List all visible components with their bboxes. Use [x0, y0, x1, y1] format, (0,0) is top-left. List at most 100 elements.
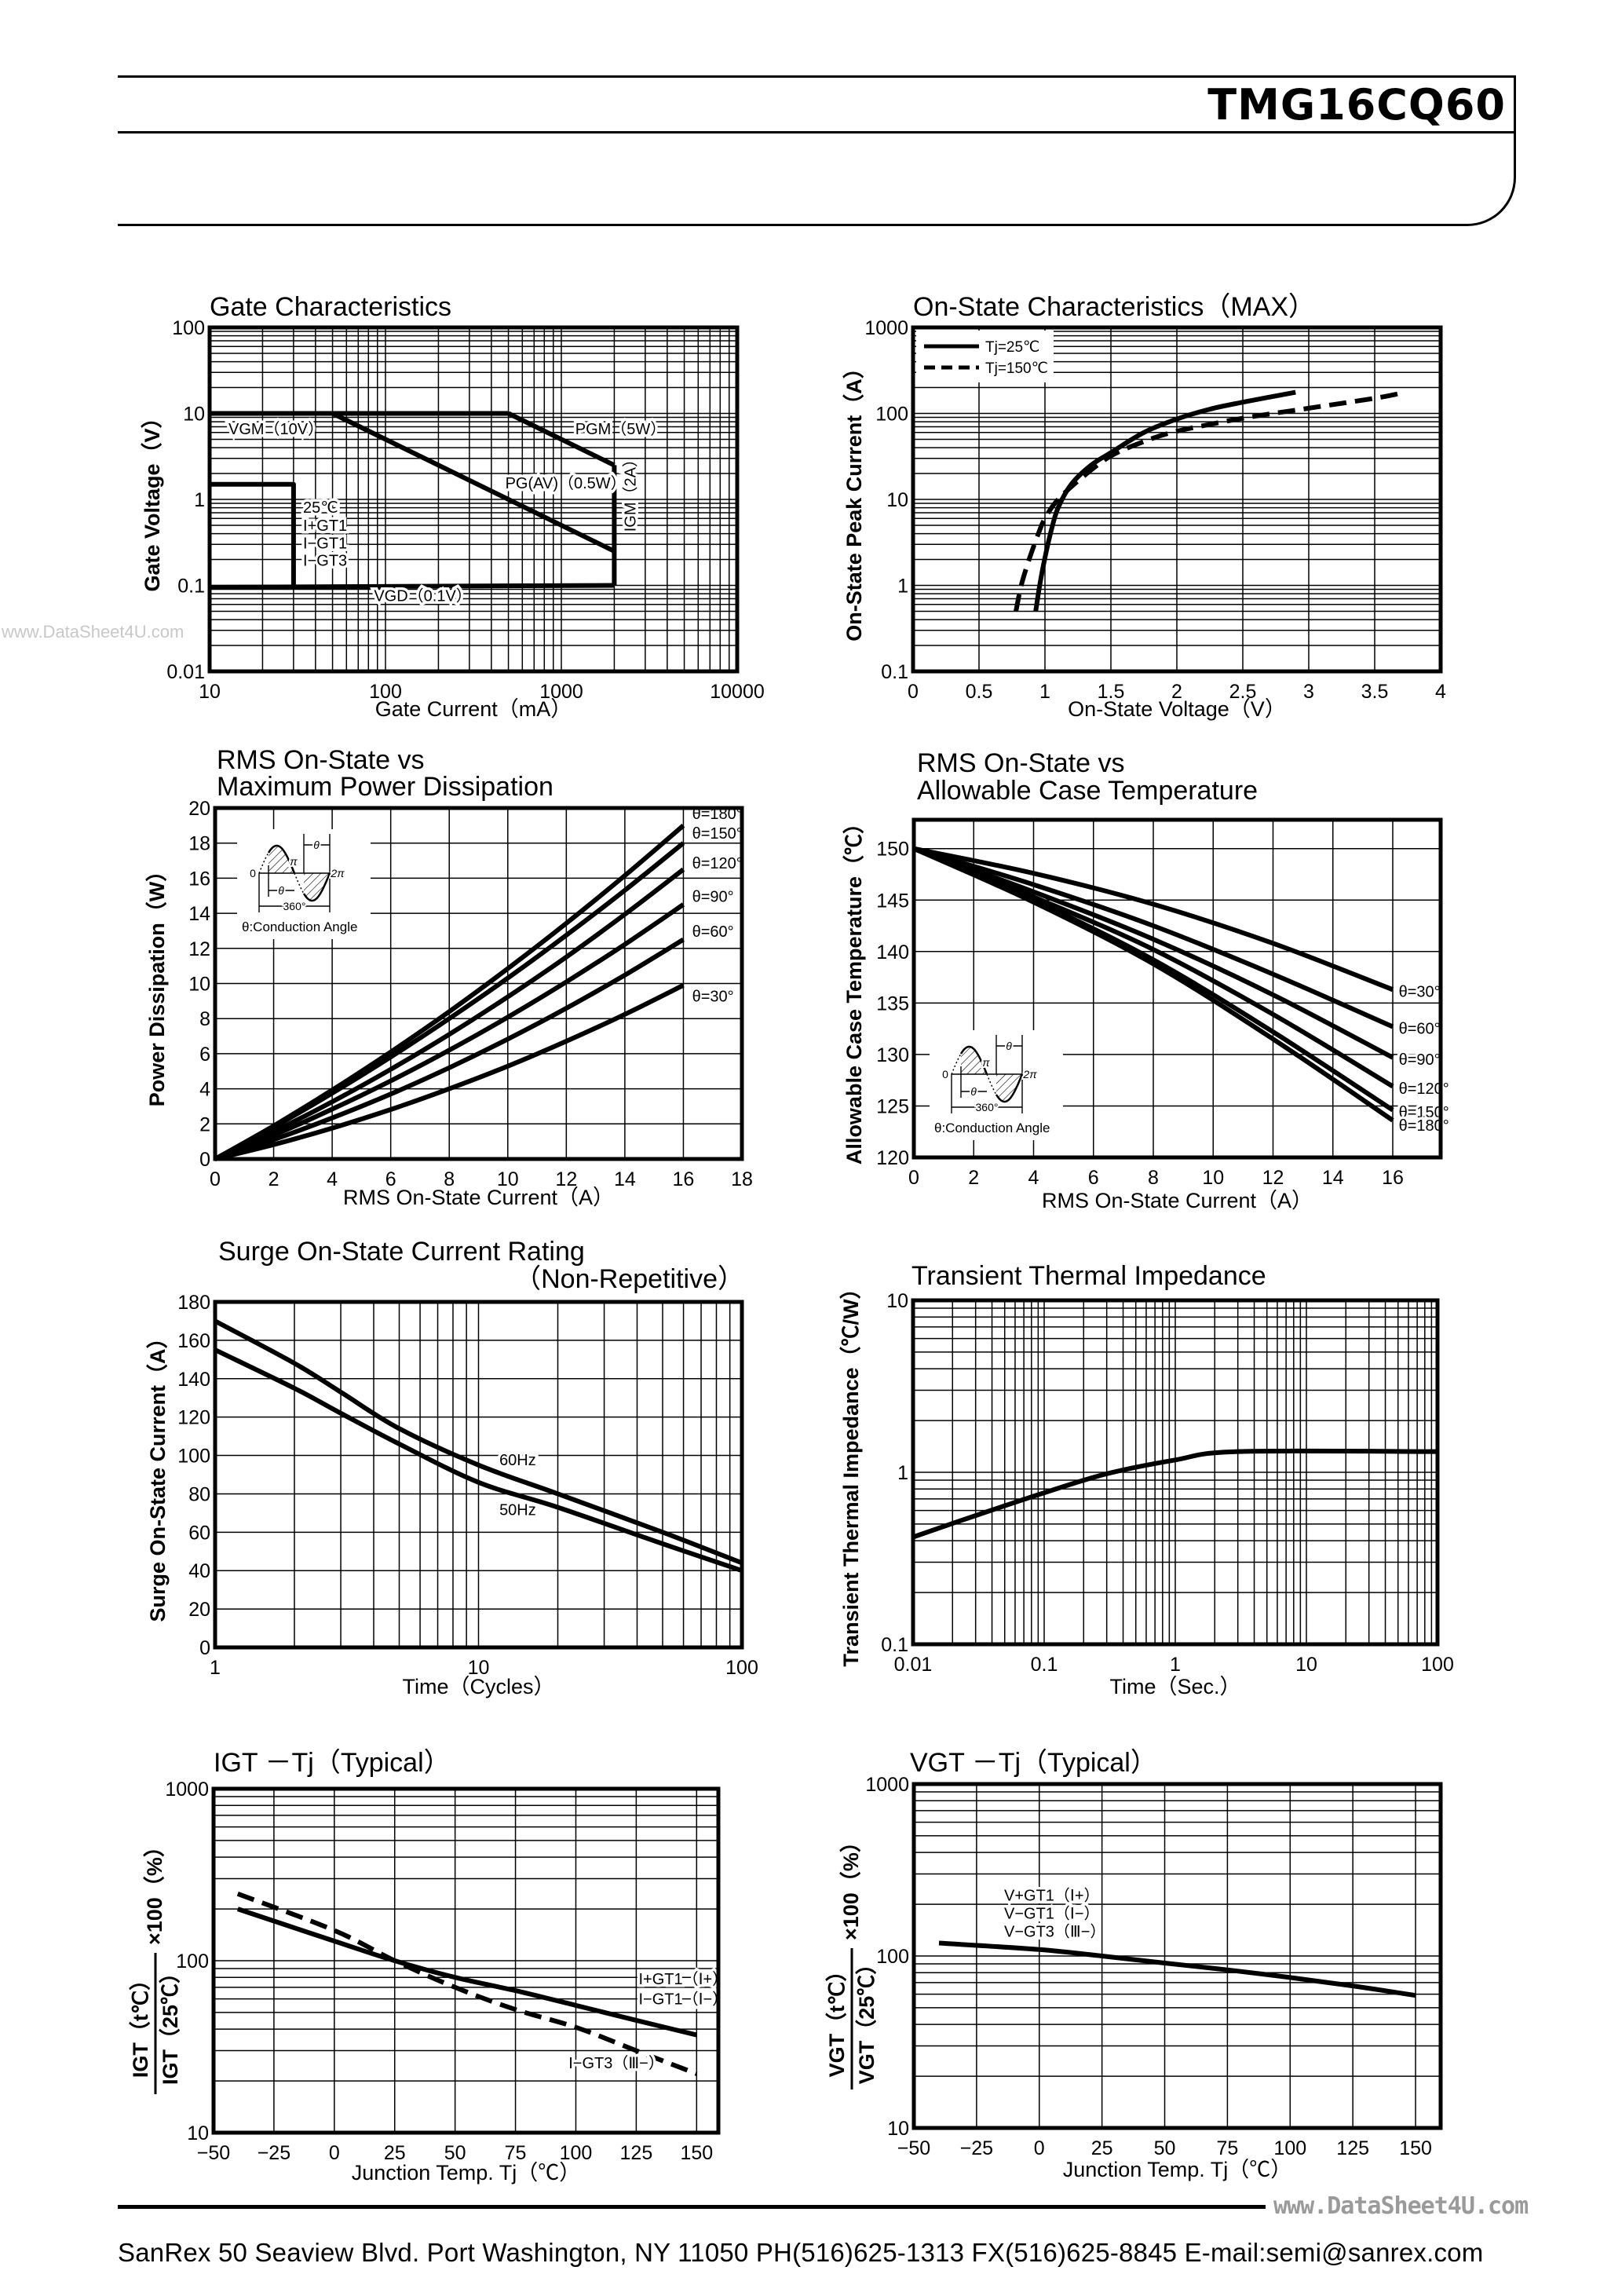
x-tick-label: 150 — [1399, 2137, 1432, 2159]
series-line — [214, 983, 685, 1161]
y-tick-label: 80 — [188, 1483, 210, 1505]
chart-gate-characteristics: VGM（10V） PGM（5W） IGM（2A）PG(AV)（0.5W） VGD（0.… — [141, 292, 765, 721]
x-tick-label: 14 — [1322, 1167, 1344, 1189]
y-tick-label: 12 — [188, 938, 210, 960]
y-tick-label: 145 — [876, 890, 909, 912]
theta-label: θ — [970, 1085, 977, 1098]
series-line — [214, 938, 685, 1161]
two-pi-label: 2π — [1022, 1068, 1037, 1080]
y-tick-label: 10 — [188, 974, 210, 996]
x-tick-label: 0 — [210, 1168, 221, 1190]
y-label-factor: ×100（%） — [839, 1831, 863, 1940]
series-line — [214, 1347, 743, 1574]
x-axis-label: Junction Temp. Tj（℃） — [352, 2161, 581, 2184]
x-tick-label: 75 — [1216, 2137, 1238, 2159]
x-axis-label: Time（Cycles） — [402, 1675, 554, 1698]
period-label: 360° — [283, 900, 306, 912]
x-tick-label: 10 — [468, 1657, 490, 1679]
y-tick-label: 10 — [183, 404, 205, 426]
chart-title: RMS On-State vs — [917, 748, 1125, 778]
diagram-lines — [951, 1035, 1023, 1113]
series-label: V−GT3（Ⅲ−） — [1004, 1922, 1105, 1940]
gridlines — [210, 327, 737, 671]
sine-wave-conduction — [267, 844, 331, 902]
y-tick-label: 6 — [199, 1044, 210, 1066]
x-tick-label: 50 — [1154, 2137, 1176, 2159]
plot-frame — [911, 817, 1443, 1160]
series-label: 25℃ — [303, 499, 338, 517]
x-tick-label: 1.5 — [1098, 681, 1125, 703]
y-label-numerator: VGT（t℃） — [825, 1961, 849, 2078]
zero-label: 0 — [250, 867, 256, 879]
y-tick-label: 100 — [875, 404, 908, 426]
y-tick-label: 0.01 — [166, 661, 205, 683]
series-label: I−GT3（Ⅲ−） — [568, 2054, 664, 2072]
x-tick-label: 150 — [680, 2142, 713, 2164]
y-label-denominator: VGT（25℃） — [855, 1954, 879, 2085]
y-tick-label: 0 — [199, 1637, 210, 1659]
y-tick-label: 125 — [876, 1095, 909, 1117]
y-tick-label: 1 — [194, 489, 205, 511]
x-tick-label: 0.01 — [894, 1654, 933, 1676]
sine-wave-conduction — [959, 1045, 1024, 1103]
series-line — [331, 411, 616, 554]
plot-frame — [911, 325, 1443, 674]
header-divider — [118, 131, 1514, 133]
y-tick-label: 135 — [876, 993, 909, 1015]
chart-on-state-characteristics: Tj=25℃ Tj=150℃ 0 0.5 1 1.5 2 2.5 3 3.5 4 0.1 1 10 100 1… — [842, 292, 1446, 721]
y-tick-label: 40 — [188, 1560, 210, 1582]
watermark-left: www.DataSheet4U.com — [2, 622, 184, 642]
theta-label: θ — [313, 839, 320, 851]
series-label: θ=30° — [692, 989, 734, 1006]
x-tick-label: 8 — [444, 1168, 455, 1190]
y-tick-label: 0 — [199, 1149, 210, 1171]
y-axis-label: VGT（t℃） VGT（25℃） ×100（%） — [825, 1831, 879, 2089]
y-tick-label: 1 — [897, 1462, 908, 1484]
conduction-angle-diagram: 0 π 2π θ θ 360° θ:Conduction Angle — [934, 1035, 1050, 1135]
series-label: PG(AV)（0.5W） — [506, 474, 627, 492]
x-tick-label: 50 — [444, 2142, 466, 2164]
chart-title: IGT －Tj（Typical） — [214, 1748, 451, 1778]
x-tick-label: 0 — [908, 681, 919, 703]
y-axis-label: Power Dissipation（W） — [145, 861, 169, 1107]
series-label: θ=120° — [692, 855, 743, 872]
series-line-Tj=150℃ — [1014, 390, 1402, 612]
y-axis-label: Allowable Case Temperature（℃） — [842, 813, 866, 1164]
x-tick-label: 16 — [673, 1168, 695, 1190]
x-tick-label: 1 — [210, 1657, 221, 1679]
gridlines — [215, 1302, 742, 1647]
x-tick-label: 2 — [1171, 681, 1182, 703]
y-tick-label: 1000 — [864, 317, 908, 339]
hatched-area — [269, 846, 294, 873]
y-label-factor: ×100（%） — [143, 1836, 166, 1945]
watermark-bottom: www.DataSheet4U.com — [1273, 2192, 1529, 2220]
series-line — [236, 1907, 698, 2038]
series-label: I−GT1（Ⅰ−） — [638, 1990, 728, 2008]
x-axis-label: Junction Temp. Tj（℃） — [1063, 2158, 1292, 2181]
chart-title: Surge On-State Current Rating — [218, 1237, 585, 1267]
x-tick-label: 1 — [1039, 681, 1050, 703]
x-tick-label: 0 — [1034, 2137, 1045, 2159]
y-tick-label: 2 — [199, 1113, 210, 1135]
y-tick-label: 14 — [188, 903, 210, 925]
x-tick-label: 0 — [329, 2142, 340, 2164]
x-tick-label: −50 — [197, 2142, 230, 2164]
x-tick-label: 6 — [385, 1168, 396, 1190]
chart-title: Transient Thermal Impedance — [911, 1261, 1266, 1291]
series-label: VGD（0.1V） — [374, 587, 471, 605]
diagram-lines — [258, 834, 331, 912]
x-tick-label: 8 — [1148, 1167, 1159, 1189]
series-label: PGM（5W） — [575, 420, 667, 438]
y-tick-label: 100 — [876, 1946, 909, 1968]
x-tick-label: 100 — [560, 2142, 593, 2164]
chart-title: Maximum Power Dissipation — [217, 772, 553, 802]
series-line — [209, 583, 615, 590]
x-tick-label: 125 — [1336, 2137, 1369, 2159]
y-axis-label: Transient Thermal Impedance（℃/W） — [839, 1278, 863, 1666]
legend: Tj=25℃ Tj=150℃ — [916, 331, 1054, 382]
x-tick-label: 2 — [269, 1168, 279, 1190]
y-tick-label: 10 — [887, 2118, 909, 2140]
footer-divider — [118, 2205, 1266, 2209]
